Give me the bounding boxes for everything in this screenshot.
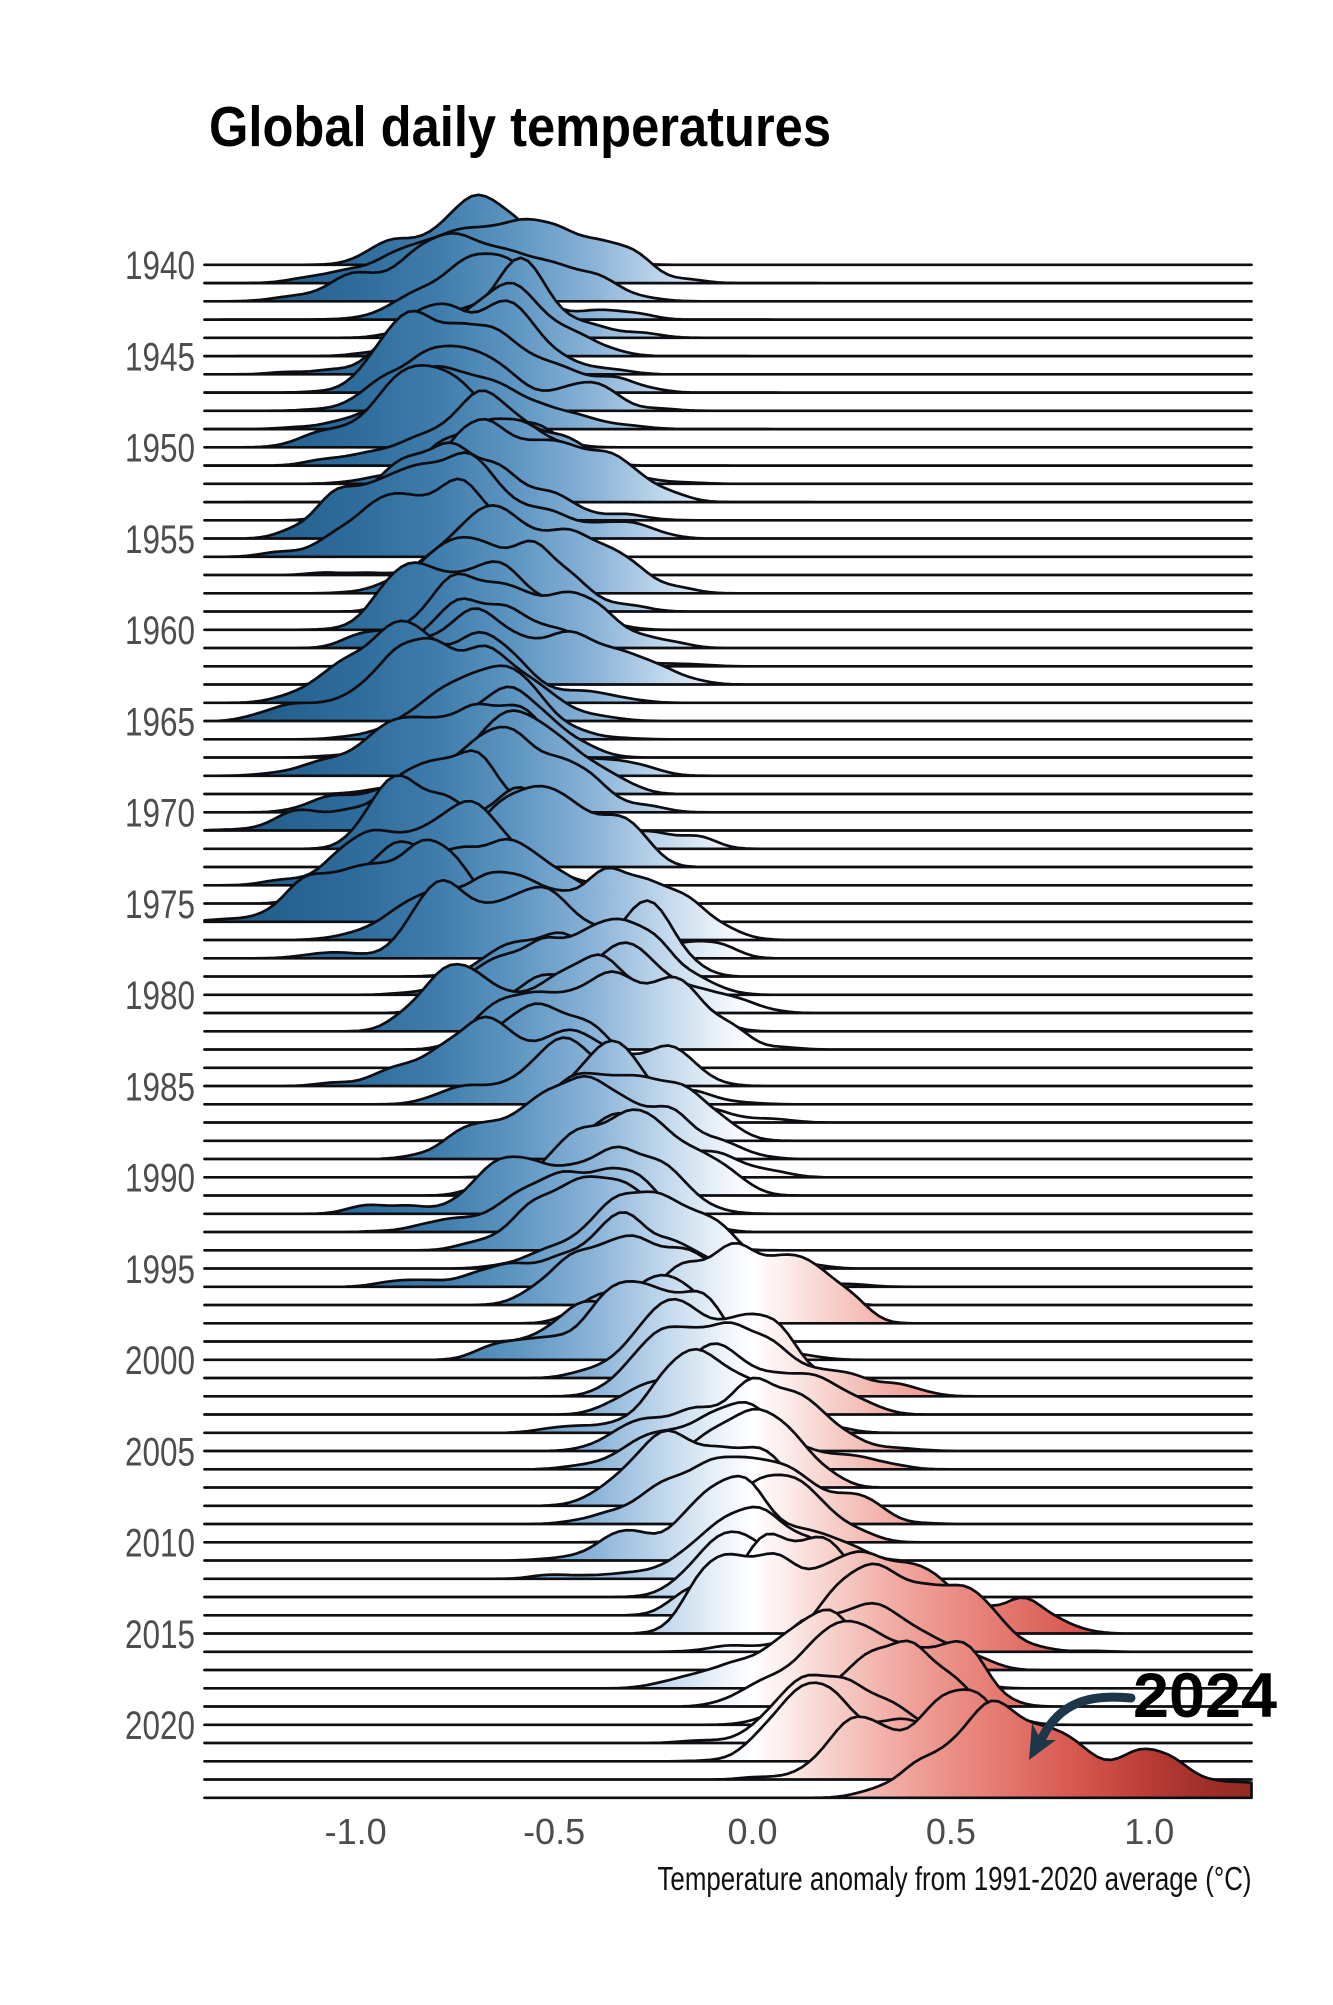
svg-text:1980: 1980 xyxy=(125,974,195,1018)
svg-text:1.0: 1.0 xyxy=(1124,1811,1174,1852)
svg-text:2010: 2010 xyxy=(125,1522,195,1566)
svg-text:2005: 2005 xyxy=(125,1431,195,1475)
svg-text:-1.0: -1.0 xyxy=(325,1811,387,1852)
svg-text:Global daily temperatures: Global daily temperatures xyxy=(209,95,831,159)
svg-text:1975: 1975 xyxy=(125,883,195,927)
svg-text:1940: 1940 xyxy=(125,244,195,288)
svg-text:2000: 2000 xyxy=(125,1339,195,1383)
svg-text:Temperature anomaly from 1991-: Temperature anomaly from 1991-2020 avera… xyxy=(658,1861,1252,1898)
svg-text:0.5: 0.5 xyxy=(926,1811,976,1852)
svg-text:1970: 1970 xyxy=(125,792,195,836)
svg-text:2024: 2024 xyxy=(1133,1661,1277,1731)
svg-text:1960: 1960 xyxy=(125,609,195,653)
svg-text:1950: 1950 xyxy=(125,427,195,471)
svg-text:0.0: 0.0 xyxy=(727,1811,777,1852)
svg-text:-0.5: -0.5 xyxy=(523,1811,585,1852)
svg-text:1985: 1985 xyxy=(125,1066,195,1110)
svg-text:1955: 1955 xyxy=(125,518,195,562)
svg-text:1995: 1995 xyxy=(125,1248,195,1292)
svg-text:1945: 1945 xyxy=(125,335,195,379)
svg-text:1990: 1990 xyxy=(125,1157,195,1201)
svg-text:1965: 1965 xyxy=(125,700,195,744)
svg-text:2020: 2020 xyxy=(125,1704,195,1748)
svg-text:2015: 2015 xyxy=(125,1613,195,1657)
